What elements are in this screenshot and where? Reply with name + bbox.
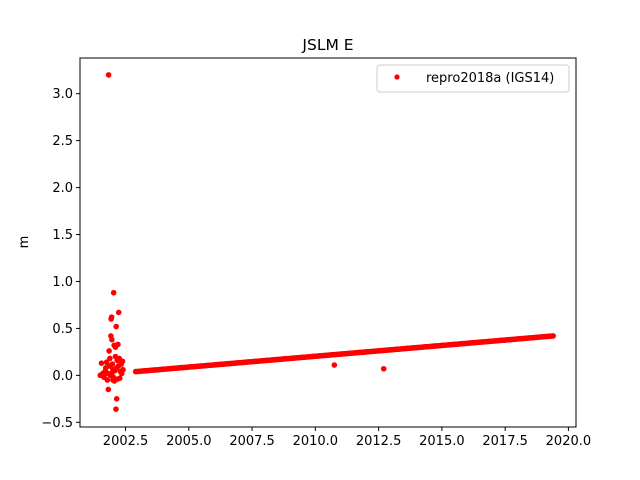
x-tick-label: 2017.5 xyxy=(482,434,528,449)
legend: repro2018a (IGS14) xyxy=(376,64,570,93)
y-tick-label: 0.5 xyxy=(52,322,73,337)
data-point xyxy=(105,386,112,393)
data-point xyxy=(98,360,105,366)
x-tick-label: 2015.0 xyxy=(419,434,465,449)
data-point xyxy=(103,359,110,366)
data-point xyxy=(112,353,119,360)
data-point xyxy=(105,72,112,78)
data-point xyxy=(106,348,112,354)
x-tick-label: 2010.0 xyxy=(293,434,339,449)
plot-frame xyxy=(79,57,577,428)
y-tick-label: 0.0 xyxy=(52,369,73,384)
y-tick-label: 1.0 xyxy=(52,275,73,290)
data-point xyxy=(109,336,115,343)
data-point xyxy=(115,341,121,348)
legend-marker xyxy=(394,74,400,80)
data-point xyxy=(108,370,115,377)
data-point xyxy=(113,323,119,330)
data-point xyxy=(109,361,116,367)
data-point xyxy=(113,406,119,412)
data-point xyxy=(104,377,111,383)
x-tick-label: 2005.0 xyxy=(166,434,212,449)
x-axis: 2002.5 2005.0 2007.5 2010.0 2012.5 2015.0 2017… xyxy=(103,427,591,449)
y-axis-label: m xyxy=(17,236,32,249)
x-tick-label: 2020.0 xyxy=(546,434,592,449)
data-point xyxy=(110,377,116,383)
y-tick-label: 1.5 xyxy=(52,228,73,243)
data-point xyxy=(380,365,387,372)
data-point xyxy=(550,333,557,339)
y-tick-label: 2.5 xyxy=(52,134,73,149)
y-axis: −0.5 0.0 0.5 1.0 1.5 2.0 2.5 3.0 xyxy=(41,87,80,431)
x-tick-label: 2007.5 xyxy=(229,434,275,449)
data-point xyxy=(108,314,115,320)
data-point xyxy=(110,289,117,296)
data-point xyxy=(115,309,122,316)
x-tick-label: 2012.5 xyxy=(356,434,402,449)
data-point xyxy=(113,396,120,402)
data-point xyxy=(331,362,338,368)
y-tick-label: 2.0 xyxy=(52,181,73,196)
legend-entry-label: repro2018a (IGS14) xyxy=(426,71,554,86)
y-tick-label: −0.5 xyxy=(41,416,73,431)
y-tick-label: 3.0 xyxy=(52,87,73,102)
data-point xyxy=(116,375,123,381)
points-layer xyxy=(97,72,557,412)
data-point xyxy=(107,355,113,362)
x-tick-label: 2002.5 xyxy=(103,434,149,449)
data-point xyxy=(120,366,126,373)
legend-box xyxy=(376,64,570,93)
chart-title: JSLM E xyxy=(301,36,353,54)
data-point xyxy=(119,358,126,365)
